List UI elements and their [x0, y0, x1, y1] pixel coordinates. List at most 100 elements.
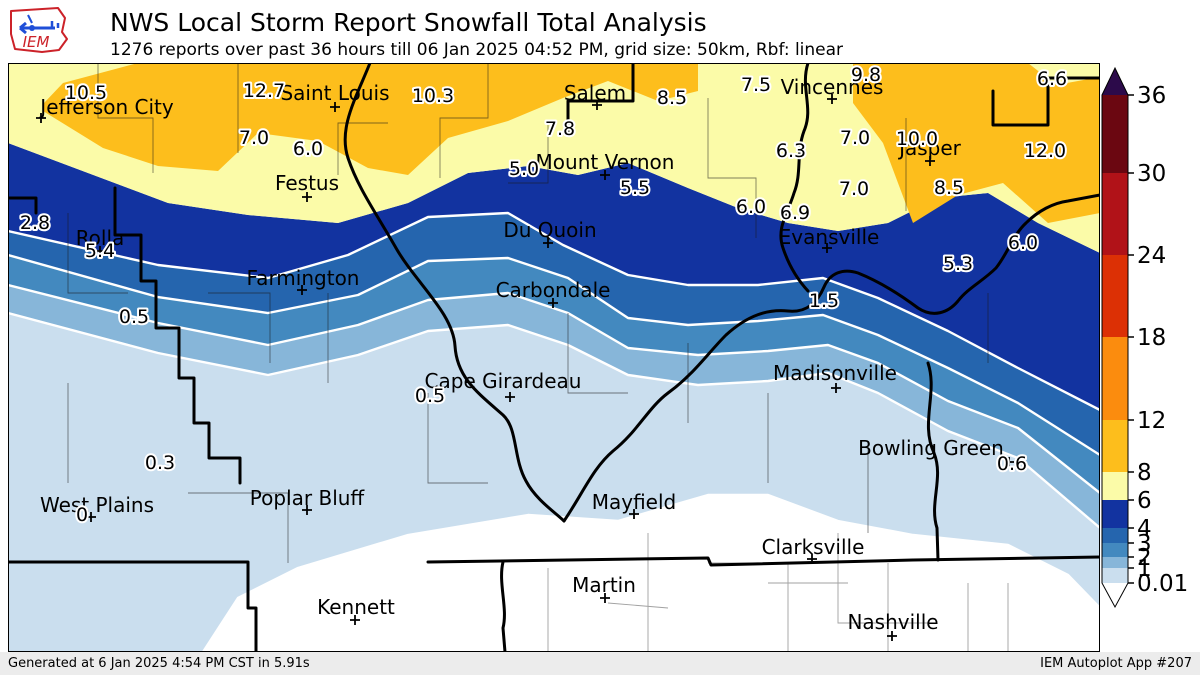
snowfall-value: 12.7: [243, 80, 285, 102]
snowfall-value: 2.8: [20, 212, 50, 234]
city-label: Mount Vernon: [536, 150, 675, 174]
city-marker: [1004, 457, 1014, 467]
city-marker: [350, 615, 360, 625]
contour-lines: [7, 211, 1101, 653]
colorbar-tick-label: 6: [1137, 488, 1152, 514]
city-marker: [86, 512, 96, 522]
band-4-6: [8, 143, 1100, 410]
snowfall-value: 6.0: [293, 138, 323, 160]
colorbar-tick-label: 3: [1137, 531, 1152, 557]
colorbar-segment: [1102, 420, 1128, 472]
city-label: Jefferson City: [38, 95, 174, 119]
ky-west-border: [926, 361, 940, 562]
city-label: Carbondale: [496, 278, 611, 302]
city-marker: [302, 192, 312, 202]
city-marker: [822, 243, 832, 253]
city-label: Du Quoin: [503, 218, 596, 242]
snowfall-value: 1.5: [809, 290, 839, 312]
city-marker: [543, 238, 553, 248]
city-marker: [827, 94, 837, 104]
band-8-12-west: [43, 63, 698, 175]
footer-strip: [0, 652, 1200, 675]
snowfall-value: 10.3: [412, 85, 454, 107]
generated-timestamp: Generated at 6 Jan 2025 4:54 PM CST in 5…: [8, 656, 310, 671]
city-label: Poplar Bluff: [250, 486, 366, 510]
snowfall-value: 0.3: [145, 452, 175, 474]
colorbar-segment: [1102, 528, 1128, 543]
snowfall-value: 7.5: [741, 74, 771, 96]
city-marker: [36, 113, 46, 123]
band-8-12-east: [853, 63, 1100, 223]
colorbar-tick-label: 24: [1137, 243, 1166, 269]
colorbar-segment: [1102, 557, 1128, 568]
app-credit: IEM Autoplot App #207: [1040, 656, 1192, 671]
tn-river-border: [500, 560, 507, 654]
vane-pivot: [29, 25, 35, 31]
band-3-4: [8, 213, 1100, 455]
colorbar-tick-label: 0.01: [1137, 571, 1188, 597]
city-marker: [548, 298, 558, 308]
colorbar-tick-label: 18: [1137, 325, 1166, 351]
city-label: Evansville: [779, 225, 880, 249]
county-borders: [67, 63, 989, 563]
city-marker: [592, 100, 602, 110]
snowfall-value: 6.0: [1008, 232, 1038, 254]
city-label: Nashville: [847, 610, 938, 634]
colorbar-segment: [1102, 255, 1128, 337]
city-marker: [302, 505, 312, 515]
city-layer: Jefferson City Saint Louis Salem Vincennes M…: [36, 75, 1014, 641]
city-marker: [831, 383, 841, 393]
logo-text: IEM: [23, 33, 50, 51]
colorbar-over-arrow: [1102, 68, 1128, 95]
city-label: Vincennes: [781, 75, 884, 99]
city-label: Festus: [275, 171, 339, 195]
snowfall-value: 7.8: [545, 118, 575, 140]
city-marker: [600, 170, 610, 180]
snowfall-value: 6.6: [1037, 68, 1067, 90]
city-marker: [629, 509, 639, 519]
snowfall-value: 6.9: [780, 202, 810, 224]
snowfall-value: 5.0: [509, 158, 539, 180]
snowfall-value: 0: [76, 504, 88, 526]
top-right-step-border: [991, 76, 1102, 127]
snowfall-value: 0.6: [997, 453, 1027, 475]
snowfall-value: 7.0: [839, 178, 869, 200]
city-label: Clarksville: [762, 535, 865, 559]
snowfall-value-layer: 10.5 12.7 10.3 8.5 7.5 9.8 6.6 7.0 6.0 7.8 5.0 5.5 6…: [18, 62, 1069, 528]
iowa-outline: [10, 7, 68, 53]
snowfall-value: 5.3: [943, 253, 973, 275]
colorbar-segment: [1102, 472, 1128, 500]
iem-logo: IEM: [10, 7, 68, 53]
weather-vane-icon: [19, 14, 60, 35]
page-title: NWS Local Storm Report Snowfall Total An…: [110, 8, 707, 37]
city-label: West Plains: [40, 493, 154, 517]
colorbar: 36 30 24 18 12 8 6 4 3 2 1 0.01: [1100, 62, 1200, 628]
map-border: [8, 63, 1100, 652]
colorbar-tick-label: 8: [1137, 460, 1152, 486]
snowfall-value: 10.5: [65, 82, 107, 104]
colorbar-segment: [1102, 500, 1128, 528]
ky-tn-border: [426, 555, 1102, 567]
city-marker: [600, 593, 610, 603]
city-label: Saint Louis: [280, 81, 389, 105]
city-label: Salem: [564, 81, 626, 105]
colorbar-segment: [1102, 173, 1128, 255]
city-marker: [330, 102, 340, 112]
city-label: Martin: [572, 573, 636, 597]
city-marker: [297, 285, 307, 295]
colorbar-under-arrow: [1102, 583, 1128, 607]
colorbar-segment: [1102, 543, 1128, 557]
map-canvas[interactable]: Jefferson City Saint Louis Salem Vincennes M…: [6, 61, 1102, 654]
snowfall-value: 9.8: [851, 64, 881, 86]
colorbar-segment: [1102, 568, 1128, 583]
colorbar-tick-label: 2: [1137, 545, 1152, 571]
snowfall-value: 7.0: [840, 127, 870, 149]
snowfall-value: 5.5: [620, 177, 650, 199]
colorbar-tick-label: 1: [1137, 556, 1152, 582]
ohio-river-border: [562, 193, 1102, 523]
band-6-8-nw-pocket: [8, 63, 138, 141]
snowfall-value: 10.0: [896, 128, 938, 150]
snowfall-value: 7.0: [239, 127, 269, 149]
left-small-border: [6, 196, 38, 215]
